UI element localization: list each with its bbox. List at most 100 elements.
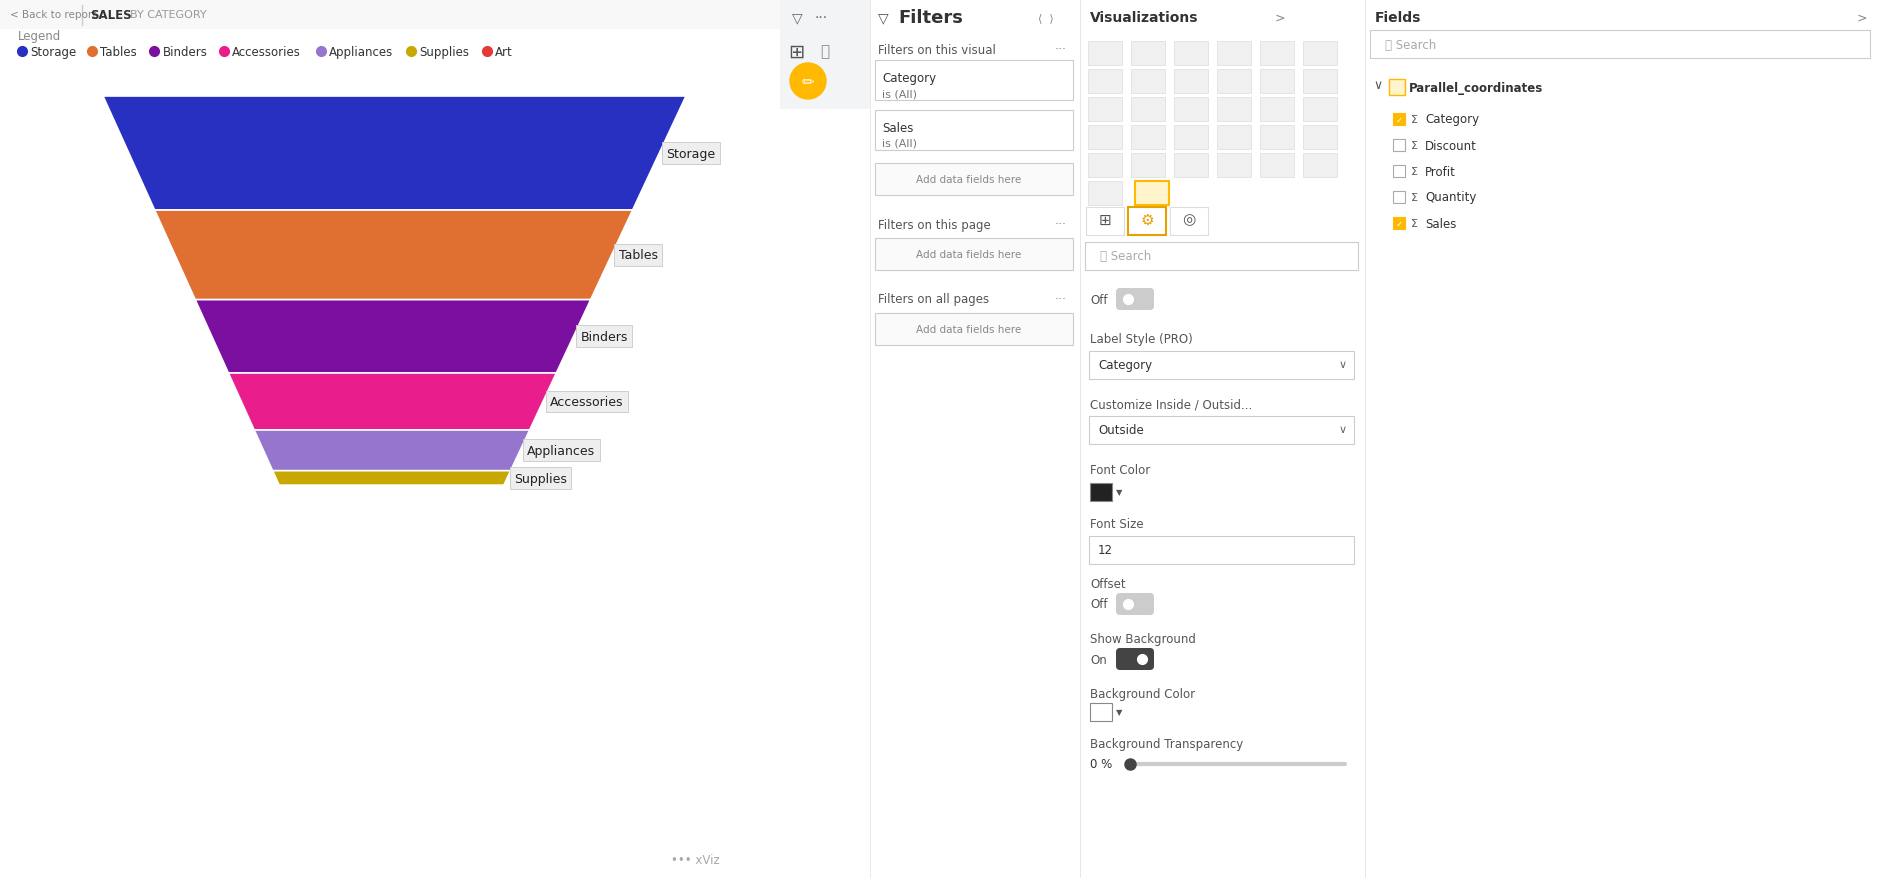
Text: ▽: ▽ bbox=[792, 11, 803, 25]
Bar bbox=[1303, 42, 1336, 66]
Text: 0 %: 0 % bbox=[1091, 758, 1113, 771]
Text: Legend: Legend bbox=[19, 30, 62, 42]
Bar bbox=[1132, 154, 1166, 178]
Text: Category: Category bbox=[1098, 358, 1152, 371]
FancyBboxPatch shape bbox=[1085, 242, 1357, 270]
Text: ✓: ✓ bbox=[1396, 115, 1402, 125]
Polygon shape bbox=[272, 471, 511, 486]
Bar bbox=[1216, 154, 1250, 178]
Text: ✏: ✏ bbox=[801, 75, 815, 90]
Bar bbox=[1089, 97, 1122, 122]
Text: Show Background: Show Background bbox=[1091, 633, 1196, 645]
FancyBboxPatch shape bbox=[1089, 351, 1353, 379]
FancyBboxPatch shape bbox=[1117, 648, 1154, 670]
Text: Parallel_coordinates: Parallel_coordinates bbox=[1410, 82, 1543, 95]
Text: Filters on all pages: Filters on all pages bbox=[878, 293, 989, 306]
Text: Supplies: Supplies bbox=[514, 472, 567, 485]
Text: ✓: ✓ bbox=[1396, 220, 1402, 228]
Text: Sales: Sales bbox=[882, 121, 914, 134]
Bar bbox=[1128, 208, 1166, 235]
Bar bbox=[1216, 97, 1250, 122]
Bar bbox=[1173, 42, 1209, 66]
Polygon shape bbox=[195, 300, 591, 373]
Text: Storage: Storage bbox=[666, 148, 715, 161]
Text: Discount: Discount bbox=[1425, 140, 1477, 152]
Text: Profit: Profit bbox=[1425, 165, 1457, 178]
Bar bbox=[1173, 70, 1209, 94]
Text: Σ: Σ bbox=[1412, 193, 1417, 203]
Bar bbox=[1393, 114, 1406, 126]
Bar bbox=[1173, 126, 1209, 150]
Text: Off: Off bbox=[1091, 598, 1107, 611]
Text: Customize Inside / Outsid...: Customize Inside / Outsid... bbox=[1091, 398, 1252, 411]
Text: Category: Category bbox=[1425, 113, 1479, 126]
Bar bbox=[1087, 208, 1124, 235]
Text: ···: ··· bbox=[1055, 219, 1066, 231]
Text: ◎: ◎ bbox=[1183, 212, 1196, 227]
Text: 12: 12 bbox=[1098, 543, 1113, 556]
Bar bbox=[1216, 70, 1250, 94]
Text: Σ: Σ bbox=[1412, 140, 1417, 151]
Bar bbox=[1136, 182, 1169, 205]
Bar bbox=[1393, 166, 1406, 178]
Bar bbox=[1089, 126, 1122, 150]
Bar bbox=[1132, 42, 1166, 66]
FancyBboxPatch shape bbox=[875, 61, 1074, 101]
Bar bbox=[781, 0, 871, 110]
FancyBboxPatch shape bbox=[1089, 536, 1353, 565]
Text: Σ: Σ bbox=[1412, 219, 1417, 229]
Polygon shape bbox=[103, 97, 685, 211]
Text: Filters on this page: Filters on this page bbox=[878, 219, 991, 231]
Text: Label Style (PRO): Label Style (PRO) bbox=[1091, 333, 1192, 346]
Bar bbox=[1091, 484, 1111, 501]
Text: Category: Category bbox=[882, 71, 937, 84]
Bar bbox=[871, 0, 1079, 878]
Text: ▼: ▼ bbox=[1117, 488, 1122, 497]
Bar bbox=[1173, 154, 1209, 178]
Text: ▽: ▽ bbox=[878, 11, 888, 25]
Text: ••• xViz: ••• xViz bbox=[672, 853, 721, 867]
Bar bbox=[1393, 191, 1406, 204]
Text: Add data fields here: Add data fields here bbox=[916, 175, 1021, 184]
Text: Appliances: Appliances bbox=[328, 46, 392, 59]
Bar bbox=[1365, 0, 1877, 878]
Text: Tables: Tables bbox=[99, 46, 137, 59]
Text: Offset: Offset bbox=[1091, 578, 1126, 591]
Bar bbox=[1169, 208, 1209, 235]
Bar bbox=[1173, 97, 1209, 122]
Text: Binders: Binders bbox=[580, 330, 629, 343]
Text: Filters: Filters bbox=[897, 9, 963, 27]
Bar bbox=[1303, 97, 1336, 122]
Text: Sales: Sales bbox=[1425, 217, 1457, 230]
Text: Binders: Binders bbox=[163, 46, 206, 59]
Text: ⚙: ⚙ bbox=[1139, 212, 1154, 227]
Text: SALES: SALES bbox=[90, 9, 131, 21]
Bar bbox=[1259, 154, 1293, 178]
Text: ⊞: ⊞ bbox=[1098, 212, 1111, 227]
Text: ···: ··· bbox=[1055, 43, 1066, 56]
FancyBboxPatch shape bbox=[875, 313, 1074, 346]
Bar bbox=[1216, 42, 1250, 66]
Text: Accessories: Accessories bbox=[233, 46, 300, 59]
Bar bbox=[1089, 42, 1122, 66]
Text: is (All): is (All) bbox=[882, 89, 918, 99]
Bar bbox=[1303, 126, 1336, 150]
Bar bbox=[1089, 70, 1122, 94]
Text: Σ: Σ bbox=[1412, 115, 1417, 125]
Text: 🔍 Search: 🔍 Search bbox=[1100, 250, 1151, 263]
Bar bbox=[1091, 703, 1111, 721]
FancyBboxPatch shape bbox=[1370, 31, 1869, 59]
Bar bbox=[1079, 0, 1365, 878]
Bar bbox=[1132, 70, 1166, 94]
Bar bbox=[1393, 140, 1406, 152]
Text: 🔒: 🔒 bbox=[820, 45, 830, 60]
FancyBboxPatch shape bbox=[1089, 416, 1353, 444]
Text: Supplies: Supplies bbox=[419, 46, 469, 59]
Bar bbox=[1132, 126, 1166, 150]
Bar bbox=[1089, 154, 1122, 178]
Text: Appliances: Appliances bbox=[527, 444, 595, 457]
FancyBboxPatch shape bbox=[1117, 289, 1154, 311]
Bar bbox=[1259, 97, 1293, 122]
Bar bbox=[1393, 218, 1406, 230]
Text: Σ: Σ bbox=[1412, 167, 1417, 176]
